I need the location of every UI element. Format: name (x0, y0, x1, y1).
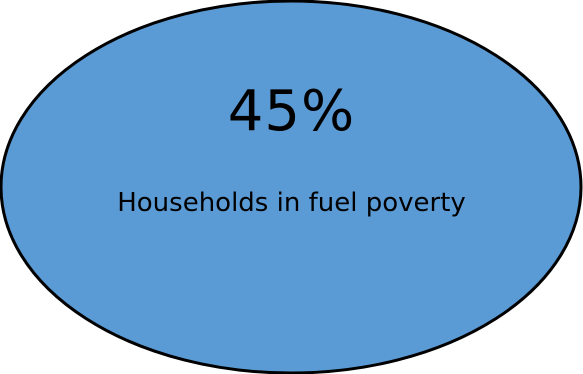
stat-value: 45% (227, 79, 356, 144)
stat-label: Households in fuel poverty (117, 188, 466, 218)
